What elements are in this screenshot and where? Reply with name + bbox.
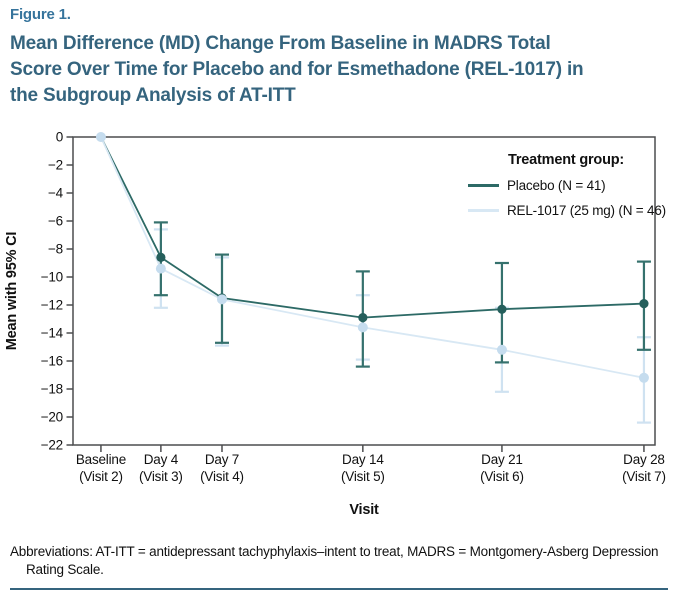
y-tick-label: −2 <box>48 158 63 173</box>
abbreviations-note: Abbreviations: AT-ITT = antidepressant t… <box>10 544 659 577</box>
x-tick-sublabel: (Visit 3) <box>139 469 183 484</box>
y-tick-label: −20 <box>41 410 63 425</box>
x-tick-label: Day 7 <box>205 452 239 467</box>
y-tick-label: −22 <box>41 438 63 453</box>
plot-border <box>72 136 656 446</box>
figure-title-line-1: Mean Difference (MD) Change From Baselin… <box>10 33 551 54</box>
x-tick-label: Day 28 <box>623 452 665 467</box>
x-tick-label: Day 21 <box>481 452 523 467</box>
placebo-data-point <box>156 252 166 262</box>
y-tick-label: −4 <box>48 186 64 201</box>
x-tick-sublabel: (Visit 4) <box>200 469 244 484</box>
placebo-line-swatch <box>468 184 499 187</box>
figure-title: Mean Difference (MD) Change From Baselin… <box>10 31 666 109</box>
y-tick-label: −10 <box>41 270 63 285</box>
legend-item-placebo: Placebo (N = 41) <box>468 178 666 193</box>
rel-1017-data-point <box>357 322 368 333</box>
x-tick-label: Day 14 <box>342 452 384 467</box>
legend-item-label: REL-1017 (25 mg) (N = 46) <box>507 203 666 218</box>
chart-legend: Treatment group: Placebo (N = 41) REL-10… <box>468 152 666 218</box>
placebo-data-point <box>497 304 507 314</box>
legend-item-label: Placebo (N = 41) <box>507 178 606 193</box>
rel-1017-data-point <box>216 294 227 305</box>
x-axis-title: Visit <box>349 502 379 518</box>
rel-1017-line-swatch <box>468 209 499 212</box>
rel-1017-line <box>100 136 645 379</box>
y-tick-label: −18 <box>41 382 63 397</box>
placebo-data-point <box>358 313 368 323</box>
y-tick-label: −6 <box>48 214 63 229</box>
x-tick-label: Day 4 <box>144 452 179 467</box>
y-tick-label: −14 <box>41 326 64 341</box>
figure-title-line-2: Score Over Time for Placebo and for Esme… <box>10 59 584 80</box>
rel-1017-data-point <box>496 344 507 355</box>
y-tick-label: −12 <box>41 298 63 313</box>
y-axis-title: Mean with 95% CI <box>4 232 20 351</box>
x-tick-sublabel: (Visit 6) <box>480 469 524 484</box>
rel-1017-data-point <box>155 263 166 274</box>
y-tick-label: −8 <box>48 242 63 257</box>
x-tick-sublabel: (Visit 7) <box>622 469 666 484</box>
y-tick-label: −16 <box>41 354 63 369</box>
bottom-divider-rule <box>10 588 668 590</box>
legend-item-rel-1017: REL-1017 (25 mg) (N = 46) <box>468 203 666 218</box>
rel-1017-data-point <box>638 372 649 383</box>
figure-number-label: Figure 1. <box>10 6 71 23</box>
legend-title: Treatment group: <box>508 152 625 168</box>
placebo-line <box>100 136 644 319</box>
placebo-data-point <box>639 299 649 309</box>
x-tick-sublabel: (Visit 5) <box>341 469 385 484</box>
x-tick-sublabel: (Visit 2) <box>79 469 123 484</box>
rel-1017-data-point <box>95 132 106 142</box>
figure-title-line-3: the Subgroup Analysis of AT-ITT <box>10 85 296 106</box>
y-tick-label: 0 <box>56 130 63 145</box>
x-tick-label: Baseline <box>76 452 126 467</box>
